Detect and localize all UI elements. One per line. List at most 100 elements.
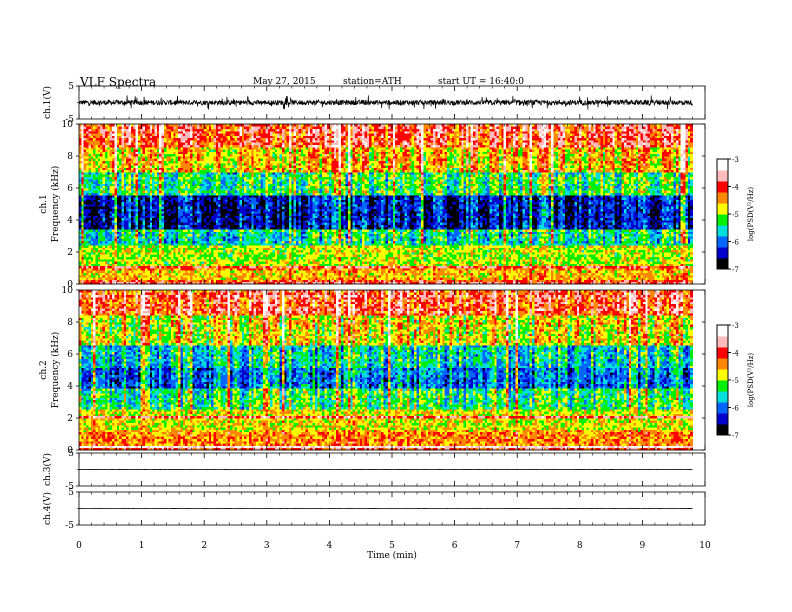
psd-cell <box>114 263 118 267</box>
psd-cell <box>178 238 181 241</box>
psd-cell <box>147 167 151 171</box>
psd-cell <box>121 206 125 209</box>
psd-cell <box>109 217 113 221</box>
psd-cell <box>95 208 99 212</box>
psd-cell <box>137 126 141 129</box>
psd-cell <box>241 231 245 235</box>
psd-cell <box>241 281 245 285</box>
psd-cell <box>126 190 129 193</box>
psd-cell <box>90 242 94 246</box>
y-tick-label: -5 <box>65 115 74 125</box>
psd-cell <box>218 208 221 212</box>
psd-cell <box>140 185 144 189</box>
psd-cell <box>93 165 96 168</box>
psd-cell <box>116 126 120 129</box>
psd-cell <box>189 208 193 212</box>
psd-cell <box>145 165 148 168</box>
psd-cell <box>114 194 118 198</box>
psd-cell <box>79 172 82 175</box>
psd-cell <box>159 247 162 251</box>
psd-cell <box>194 208 198 212</box>
psd-cell <box>100 142 103 145</box>
psd-cell <box>154 158 158 161</box>
psd-cell <box>201 249 205 253</box>
psd-cell <box>204 133 207 136</box>
psd-cell <box>199 185 203 189</box>
psd-cell <box>225 197 229 200</box>
psd-cell <box>142 149 146 152</box>
psd-cell <box>178 144 181 148</box>
psd-cell <box>116 133 120 136</box>
psd-cell <box>206 192 210 196</box>
psd-cell <box>215 188 219 191</box>
psd-cell <box>206 217 210 221</box>
psd-cell <box>206 133 210 136</box>
psd-cell <box>147 233 151 237</box>
psd-cell <box>192 226 196 230</box>
psd-cell <box>201 226 205 230</box>
psd-cell <box>86 176 89 180</box>
psd-cell <box>159 162 162 166</box>
psd-cell <box>112 210 115 214</box>
psd-cell <box>206 256 210 260</box>
psd-cell <box>161 169 165 173</box>
psd-cell <box>95 124 99 127</box>
psd-cell <box>145 231 148 235</box>
psd-cell <box>173 124 177 127</box>
psd-cell <box>149 226 153 230</box>
psd-cell <box>147 146 151 150</box>
psd-cell <box>152 240 155 244</box>
psd-cell <box>145 208 148 212</box>
psd-cell <box>194 270 198 273</box>
psd-cell <box>192 162 196 166</box>
psd-cell <box>104 270 108 273</box>
psd-cell <box>149 224 153 228</box>
psd-cell <box>171 192 174 196</box>
psd-cell <box>161 254 165 257</box>
psd-cell <box>182 137 186 141</box>
psd-cell <box>196 188 200 191</box>
psd-cell <box>180 188 184 191</box>
psd-cell <box>114 281 118 285</box>
psd-cell <box>126 268 129 271</box>
psd-cell <box>147 176 151 180</box>
psd-cell <box>227 197 231 200</box>
psd-cell <box>104 220 108 223</box>
psd-cell <box>145 247 148 251</box>
psd-cell <box>104 149 108 152</box>
psd-cell <box>147 226 151 230</box>
psd-cell <box>121 165 125 168</box>
psd-cell <box>161 130 165 134</box>
psd-cell <box>102 146 106 150</box>
psd-cell <box>114 265 118 269</box>
psd-cell <box>104 226 108 230</box>
psd-cell <box>123 158 127 161</box>
psd-cell <box>173 256 177 260</box>
psd-cell <box>168 242 172 246</box>
psd-cell <box>196 135 200 139</box>
psd-cell <box>95 238 99 241</box>
psd-cell <box>79 206 82 209</box>
psd-cell <box>211 192 214 196</box>
psd-cell <box>104 277 108 280</box>
psd-cell <box>123 231 127 235</box>
psd-cell <box>90 252 94 255</box>
psd-cell <box>171 128 174 132</box>
psd-cell <box>185 208 188 212</box>
psd-cell <box>159 210 162 214</box>
psd-cell <box>199 215 203 219</box>
psd-cell <box>83 281 87 285</box>
psd-cell <box>239 204 243 207</box>
psd-cell <box>142 263 146 267</box>
psd-cell <box>175 135 179 139</box>
psd-cell <box>140 217 144 221</box>
psd-cell <box>114 156 118 159</box>
psd-cell <box>211 245 214 248</box>
psd-cell <box>182 261 186 264</box>
psd-cell <box>107 240 111 244</box>
psd-cell <box>173 254 177 257</box>
psd-cell <box>107 210 111 214</box>
psd-cell <box>159 270 162 273</box>
psd-cell <box>112 178 115 182</box>
psd-cell <box>206 265 210 269</box>
